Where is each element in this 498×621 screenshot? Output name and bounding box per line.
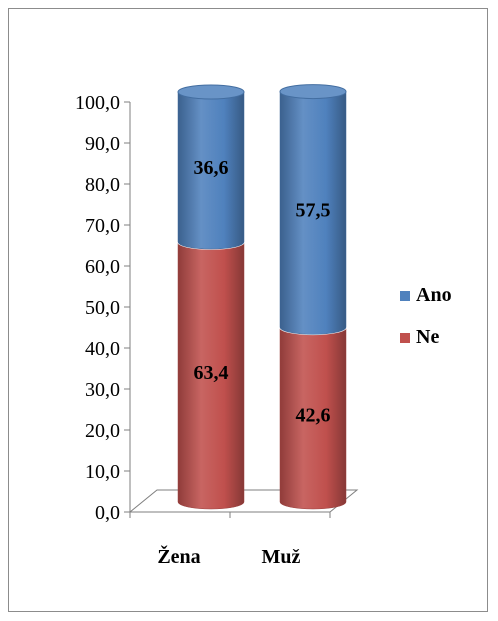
legend-label-ano: Ano <box>416 284 452 306</box>
data-label: 57,5 <box>296 199 331 221</box>
y-tick-label: 40,0 <box>85 338 120 360</box>
y-tick-label: 70,0 <box>85 215 120 237</box>
legend-swatch-ano <box>400 291 410 301</box>
y-tick-label: 20,0 <box>85 420 120 442</box>
y-tick-label: 80,0 <box>85 174 120 196</box>
y-tick-label: 60,0 <box>85 256 120 278</box>
y-tick-label: 0,0 <box>95 502 120 524</box>
data-label: 63,4 <box>194 362 229 384</box>
data-label: 42,6 <box>296 405 331 427</box>
y-tick-label: 100,0 <box>75 92 120 114</box>
y-tick-label: 50,0 <box>85 297 120 319</box>
y-tick-label: 30,0 <box>85 379 120 401</box>
bar-top-cap <box>279 84 347 100</box>
bar-top-cap <box>177 84 245 100</box>
legend-label-ne: Ne <box>416 326 439 348</box>
category-label: Muž <box>262 546 301 568</box>
legend-swatch-ne <box>400 333 410 343</box>
category-label: Žena <box>157 544 200 568</box>
y-tick-label: 10,0 <box>85 461 120 483</box>
floor-plane <box>128 489 359 513</box>
data-label: 36,6 <box>194 157 229 179</box>
chart-frame <box>8 8 488 612</box>
y-tick-label: 90,0 <box>85 133 120 155</box>
